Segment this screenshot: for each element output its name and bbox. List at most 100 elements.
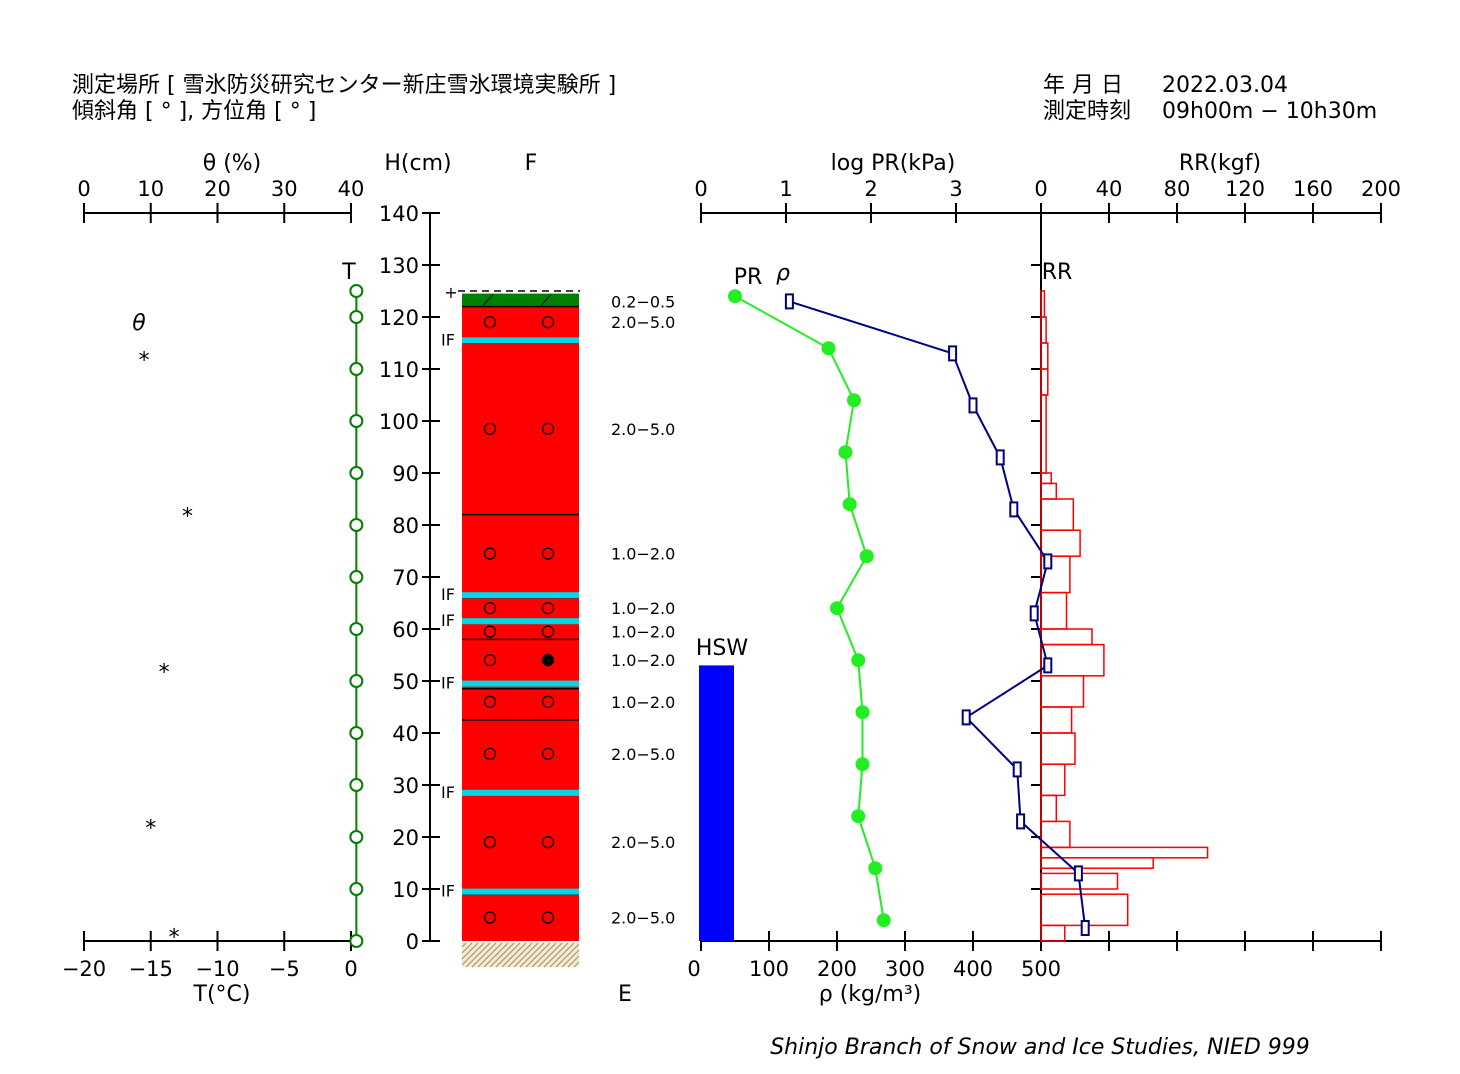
density-point xyxy=(948,345,958,362)
rr-tick-label: 40 xyxy=(1096,177,1123,201)
rr-bar xyxy=(1040,675,1085,708)
theta-point: * xyxy=(139,348,150,373)
temperature-point xyxy=(349,466,364,480)
hardness-f-label: F xyxy=(525,151,538,176)
rr-bar xyxy=(1040,846,1209,859)
temperature-tick-label: −10 xyxy=(195,957,239,981)
density-point xyxy=(784,293,794,310)
height-tick-label: 90 xyxy=(392,462,419,486)
ground-hatch-line xyxy=(507,942,533,968)
temperature-tick-label: −20 xyxy=(62,957,106,981)
grain-shape-mark xyxy=(541,602,555,615)
height-tick-label: 140 xyxy=(379,202,419,226)
theta-point: * xyxy=(169,926,180,951)
grain-shape-mark xyxy=(541,695,555,708)
pr-point xyxy=(851,809,866,824)
temperature-tick-label: −15 xyxy=(129,957,173,981)
density-tick-label: 200 xyxy=(817,957,857,981)
pr-point xyxy=(851,653,866,668)
ice-film xyxy=(462,618,579,625)
location-label: 測定場所 [ 雪氷防災研究センター新庄雪氷環境実験所 ] xyxy=(72,73,616,98)
ground-hatch-line xyxy=(501,942,527,968)
rr-bar xyxy=(1040,472,1052,485)
grain-shape-mark xyxy=(483,695,497,708)
ground-hatch-line xyxy=(461,942,485,966)
temperature-point xyxy=(349,284,364,298)
pr-tick-label: 2 xyxy=(864,177,877,201)
pr-point xyxy=(876,913,891,928)
temperature-point xyxy=(349,518,364,532)
ground-hatch-line xyxy=(567,955,580,968)
ice-film-label: IF xyxy=(441,585,455,604)
grain-size-label: 2.0−5.0 xyxy=(611,313,675,332)
ground-hatch-line xyxy=(461,942,467,948)
temperature-series-label: T xyxy=(341,260,356,285)
temperature-axis-title: T(°C) xyxy=(193,982,251,1007)
pr-point xyxy=(830,601,844,616)
density-point xyxy=(968,397,978,414)
ground-hatch-line xyxy=(465,942,491,968)
theta-tick-label: 20 xyxy=(204,177,231,201)
height-tick-label: 20 xyxy=(392,826,419,850)
pr-point xyxy=(728,289,742,304)
temperature-point xyxy=(349,674,364,688)
grain-shape-mark xyxy=(541,547,555,560)
grain-size-label: 1.0−2.0 xyxy=(611,623,675,642)
height-tick-label: 110 xyxy=(379,358,419,382)
density-point xyxy=(1029,605,1039,622)
surface-layer xyxy=(462,293,579,307)
grain-shape-mark xyxy=(483,654,497,667)
rr-bar xyxy=(1040,732,1076,765)
rr-tick-label: 200 xyxy=(1361,177,1401,201)
density-point xyxy=(1009,501,1019,518)
temperature-point xyxy=(349,830,364,844)
pr-point xyxy=(821,341,836,356)
density-point xyxy=(995,449,1005,466)
grain-size-label: 0.2−0.5 xyxy=(611,292,675,311)
ground-hatch-line xyxy=(489,942,515,968)
ice-film-label: IF xyxy=(441,674,455,693)
height-tick-label: 40 xyxy=(392,722,419,746)
height-axis-title: H(cm) xyxy=(384,151,451,176)
ground-hatch-line xyxy=(555,943,580,968)
rr-bar xyxy=(1040,290,1046,318)
grain-shape-mark xyxy=(483,747,497,760)
height-tick-label: 50 xyxy=(392,670,419,694)
density-point xyxy=(1043,657,1053,674)
grain-size-label: 1.0−2.0 xyxy=(611,599,675,618)
ground-hatch-line xyxy=(477,942,503,968)
rr-bar xyxy=(1040,763,1066,797)
pr-point xyxy=(855,757,870,772)
ground-hatch-line xyxy=(543,942,569,968)
credit-footer: Shinjo Branch of Snow and Ice Studies, N… xyxy=(770,1035,1310,1060)
ground-hatch-line xyxy=(573,961,580,968)
pr-axis-title: log PR(kPa) xyxy=(831,151,956,176)
density-tick-label: 100 xyxy=(749,957,789,981)
rr-bar xyxy=(1040,591,1068,630)
hardness-e-label: E xyxy=(618,982,632,1007)
ground-hatch-line xyxy=(519,942,545,968)
rr-series-label: RR xyxy=(1042,260,1073,285)
density-point xyxy=(1073,865,1083,882)
theta-tick-label: 10 xyxy=(137,177,164,201)
rr-bar xyxy=(1040,924,1066,942)
ground-hatch-line xyxy=(461,942,473,954)
height-tick-label: 0 xyxy=(406,930,419,954)
height-tick-label: 130 xyxy=(379,254,419,278)
pr-line xyxy=(734,295,885,921)
ground-hatch-line xyxy=(471,942,497,968)
density-point xyxy=(1080,920,1090,936)
grain-shape-mark xyxy=(541,654,555,667)
density-point xyxy=(1043,553,1053,570)
grain-shape-mark xyxy=(483,422,497,435)
rr-bar xyxy=(1040,794,1058,823)
rr-bar xyxy=(1040,628,1093,646)
density-point xyxy=(1012,761,1022,778)
ground-hatch-line xyxy=(531,942,557,968)
theta-tick-label: 0 xyxy=(77,177,90,201)
theta-point: * xyxy=(182,504,193,529)
ice-film-label: IF xyxy=(441,783,455,802)
grain-shape-mark xyxy=(483,316,497,329)
grain-size-label: 1.0−2.0 xyxy=(611,545,675,564)
pr-point xyxy=(842,497,857,512)
